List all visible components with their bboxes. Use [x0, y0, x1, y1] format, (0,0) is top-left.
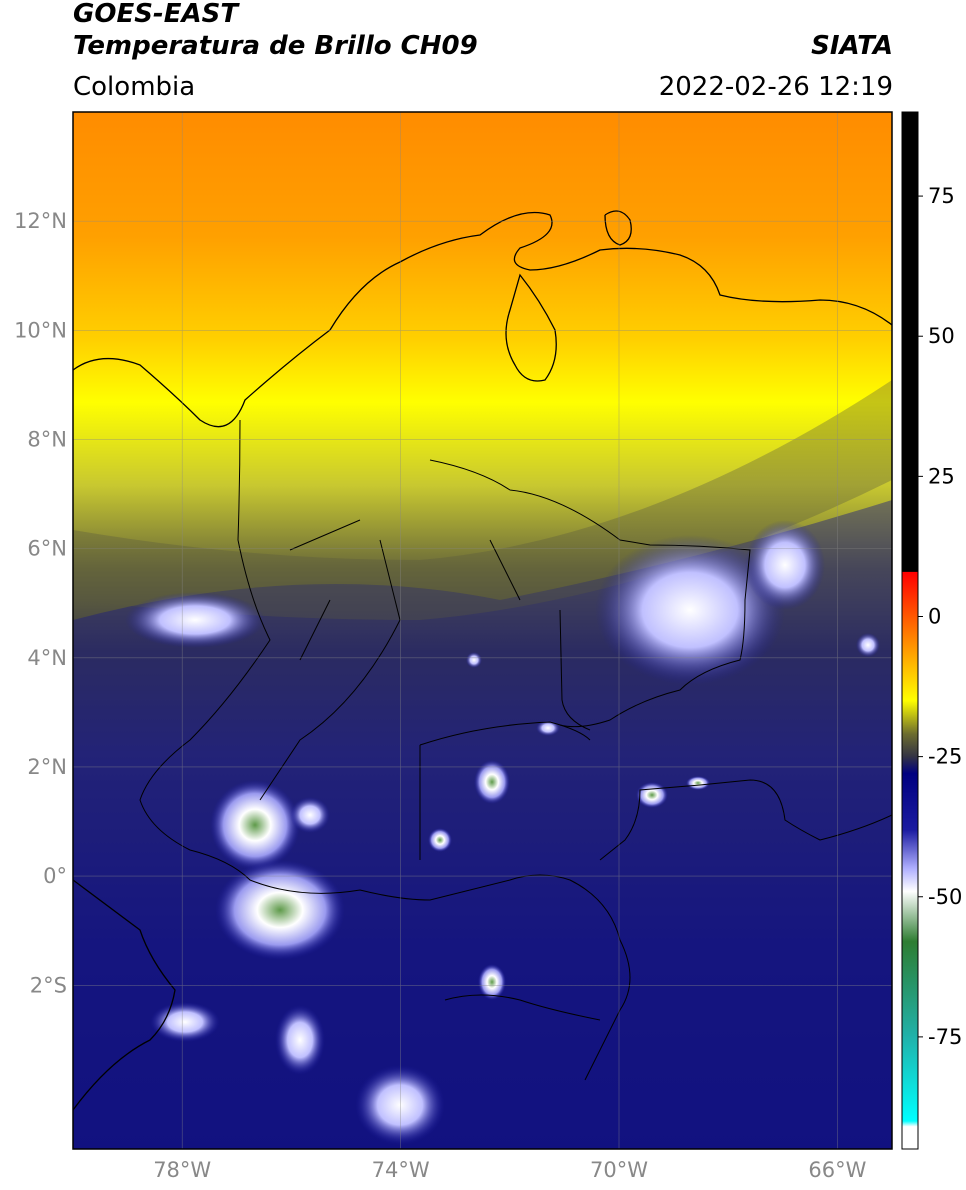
colorbar-tick-label: 50 — [928, 324, 955, 348]
longitude-tick-label: 78°W — [153, 1158, 211, 1182]
longitude-ticks: 78°W 74°W 70°W 66°W — [153, 1158, 866, 1182]
satellite-title: GOES-EAST — [73, 0, 239, 29]
colorbar-tick-label: 25 — [928, 464, 955, 488]
admin-boundaries — [139, 419, 892, 1081]
latitude-tick-label: 8°N — [27, 427, 67, 451]
latitude-tick-label: 0° — [43, 864, 67, 888]
region-label: Colombia — [73, 72, 196, 102]
brightness-temperature-field — [73, 112, 892, 1149]
latitude-tick-label: 12°N — [14, 209, 67, 233]
colorbar-tick-label: -25 — [928, 745, 962, 769]
latitude-tick-label: 6°N — [27, 537, 67, 561]
colorbar-tick-label: 0 — [928, 604, 941, 628]
colorbar: 75 50 25 0 -25 -50 -75 — [901, 111, 962, 1150]
map-border — [72, 111, 893, 1150]
graticule — [73, 112, 892, 1149]
longitude-tick-label: 70°W — [590, 1158, 648, 1182]
latitude-tick-label: 4°N — [27, 646, 67, 670]
colorbar-tick-label: -50 — [928, 885, 962, 909]
colorbar-tick-label: -75 — [928, 1025, 962, 1049]
latitude-tick-label: 2°N — [27, 755, 67, 779]
longitude-tick-label: 74°W — [372, 1158, 430, 1182]
product-title: Temperatura de Brillo CH09 — [73, 31, 478, 61]
agency-label: SIATA — [811, 31, 893, 61]
timestamp-label: 2022-02-26 12:19 — [658, 72, 893, 102]
colorbar-tick-label: 75 — [928, 184, 955, 208]
latitude-ticks: 12°N 10°N 8°N 6°N 4°N 2°N 0° 2°S — [14, 209, 67, 997]
coastlines — [73, 210, 892, 1111]
latitude-tick-label: 10°N — [14, 318, 67, 342]
longitude-tick-label: 66°W — [808, 1158, 866, 1182]
latitude-tick-label: 2°S — [30, 973, 67, 997]
